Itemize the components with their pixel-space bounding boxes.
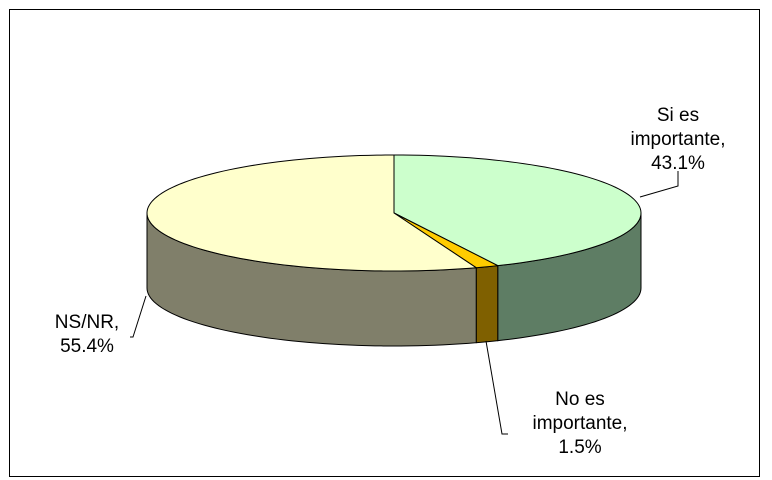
slice-label-0: Si es importante, 43.1% [630,105,725,174]
leader-line-2 [130,295,147,338]
slice-side-1 [475,265,499,344]
slice-label-1: No es importante, 1.5% [532,389,627,458]
leader-line-1 [485,340,508,435]
pie-tops [146,154,642,272]
leader-line-0 [639,171,679,198]
pie-sides [146,212,642,347]
leader-lines [130,171,679,435]
slice-top-2 [146,154,478,272]
slice-label-2: NS/NR, 55.4% [55,312,119,357]
slice-labels: Si es importante, 43.1% No es importante, 1.5… [55,105,726,458]
slice-top-0 [393,154,642,267]
